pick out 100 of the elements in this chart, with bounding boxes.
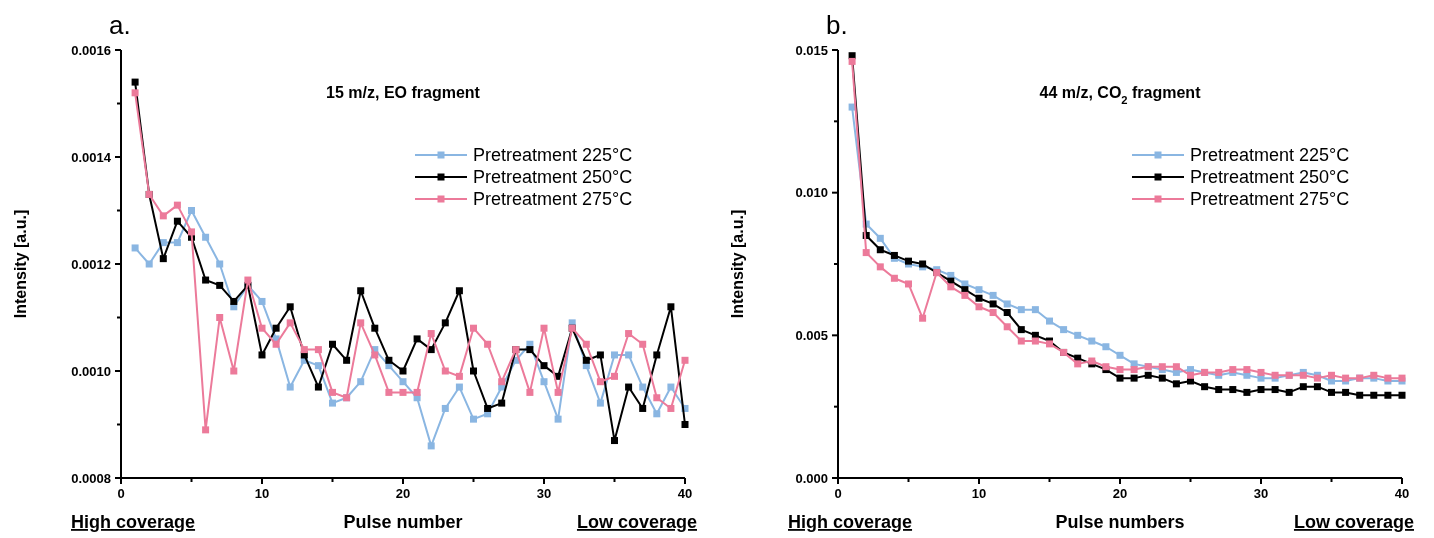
- point: [975, 294, 983, 302]
- legend-label: Pretreatment 225°C: [473, 145, 633, 166]
- point: [188, 207, 195, 214]
- point: [1342, 388, 1350, 396]
- point: [540, 378, 548, 386]
- text: b.: [826, 10, 848, 40]
- point: [1017, 337, 1025, 345]
- point: [1144, 371, 1152, 379]
- point: [159, 255, 167, 263]
- point: [582, 356, 590, 364]
- point: [1257, 386, 1265, 394]
- point: [1031, 306, 1039, 314]
- point: [540, 362, 548, 370]
- point: [919, 314, 927, 322]
- point: [1003, 300, 1011, 308]
- point: [1017, 326, 1025, 334]
- x-tick-label: 40: [1394, 486, 1410, 501]
- point: [399, 367, 407, 375]
- point: [498, 378, 506, 386]
- point: [244, 276, 252, 284]
- point: [1003, 323, 1011, 331]
- point: [258, 324, 266, 332]
- legend-label: Pretreatment 275°C: [1190, 189, 1350, 210]
- y-tick-label: 0.010: [795, 185, 828, 201]
- y-tick-label: 0.0008: [71, 470, 111, 486]
- point: [455, 383, 463, 391]
- point: [1398, 391, 1406, 399]
- point: [681, 356, 689, 364]
- point: [890, 274, 898, 282]
- point: [131, 78, 139, 86]
- point: [1060, 326, 1068, 334]
- point: [905, 280, 912, 288]
- point: [947, 283, 955, 291]
- point: [582, 340, 590, 348]
- point: [216, 314, 224, 321]
- point: [202, 426, 210, 434]
- point: [385, 388, 393, 396]
- point: [441, 319, 449, 327]
- point: [230, 297, 238, 305]
- point: [202, 233, 210, 241]
- point: [1102, 343, 1110, 351]
- point: [145, 260, 153, 268]
- text: 15 m/z, EO fragment: [326, 84, 481, 101]
- point: [427, 346, 435, 354]
- legend-label: Pretreatment 275°C: [473, 189, 633, 210]
- point: [357, 378, 365, 386]
- point: [1130, 374, 1138, 382]
- point: [1285, 388, 1293, 396]
- text: Low coverage: [1293, 512, 1414, 532]
- y-axis-title: Intensity [a.u.]: [12, 209, 29, 319]
- x-tick-label: 0: [834, 486, 842, 501]
- point: [470, 415, 477, 423]
- point: [1003, 309, 1011, 317]
- point: [1328, 388, 1335, 396]
- point: [1313, 383, 1321, 391]
- point: [427, 330, 435, 338]
- point: [653, 410, 661, 418]
- point: [343, 356, 351, 364]
- point: [286, 319, 294, 327]
- point: [1215, 386, 1223, 394]
- point: [1201, 383, 1209, 391]
- point: [1017, 306, 1025, 314]
- point: [357, 287, 365, 295]
- point: [286, 303, 294, 311]
- point: [596, 351, 604, 359]
- point: [455, 287, 463, 295]
- point: [131, 89, 139, 97]
- point: [399, 388, 407, 396]
- point: [848, 57, 856, 65]
- point: [653, 394, 661, 402]
- x-tick-label: 20: [1112, 486, 1128, 501]
- point: [159, 212, 167, 220]
- point: [989, 300, 997, 308]
- point: [131, 244, 139, 252]
- point: [314, 362, 322, 370]
- point: [625, 383, 633, 391]
- point: [286, 383, 294, 391]
- point: [1187, 371, 1194, 379]
- point: [230, 367, 238, 375]
- point: [202, 276, 210, 284]
- point: [427, 442, 435, 450]
- point: [596, 378, 604, 386]
- text: 44 m/z, CO$_{2}$ fragment: [1039, 84, 1202, 106]
- point: [300, 346, 308, 354]
- point: [625, 351, 633, 359]
- x-tick-label: 40: [677, 486, 693, 501]
- point: [413, 335, 421, 343]
- point: [1074, 360, 1082, 368]
- point: [653, 351, 661, 359]
- point: [173, 217, 181, 225]
- point: [455, 372, 463, 380]
- point: [639, 383, 647, 391]
- point: [441, 367, 449, 375]
- point: [639, 404, 647, 412]
- legend-label: Pretreatment 250°C: [1190, 167, 1350, 188]
- point: [611, 351, 618, 359]
- point: [667, 303, 675, 311]
- point: [258, 297, 266, 305]
- point: [1046, 317, 1053, 325]
- legend-label: Pretreatment 225°C: [1190, 145, 1350, 166]
